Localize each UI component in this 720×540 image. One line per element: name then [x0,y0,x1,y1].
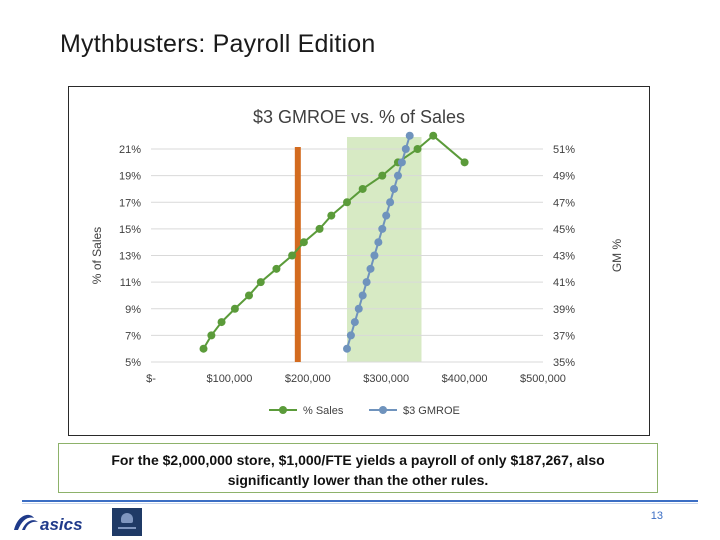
callout-box: For the $2,000,000 store, $1,000/FTE yie… [58,443,658,493]
brand-text: asics [40,515,83,534]
footer-rule [22,500,698,502]
x-tick-label: $100,000 [206,373,252,385]
data-point [354,304,363,313]
data-point [358,291,367,300]
data-point [343,344,351,353]
data-point [346,331,355,340]
data-point [327,211,336,220]
y2-tick-label: 43% [553,251,575,263]
data-point [413,145,422,153]
data-point [272,264,281,273]
data-point [393,171,402,180]
y2-tick-label: 35% [553,357,575,369]
data-point [217,318,226,327]
data-point [245,291,253,300]
data-point [256,278,265,287]
data-point [230,304,239,313]
y-tick-label: 15% [119,224,141,236]
data-point [386,198,395,207]
legend-label: $3 GMROE [403,405,460,417]
asics-logo: asics [14,514,83,534]
data-point [405,131,414,140]
x-tick-label: $500,000 [520,373,566,385]
y-tick-label: 17% [119,197,141,209]
x-tick-label: $300,000 [363,373,409,385]
data-point [315,224,324,233]
data-point [460,158,469,167]
y2-tick-label: 47% [553,197,575,209]
chart-title: $3 GMROE vs. % of Sales [253,107,465,127]
y2-tick-label: 45% [553,224,575,236]
y-tick-label: 5% [125,357,141,369]
data-point [343,198,351,207]
legend-label: % Sales [303,405,344,417]
y2-tick-label: 51% [553,144,575,156]
data-point [378,224,387,233]
data-point [374,238,383,247]
partner-logo [112,508,142,536]
data-point [299,238,308,247]
y2-tick-label: 39% [553,304,575,316]
y-tick-label: 13% [119,251,141,263]
data-point [382,211,391,220]
page-title: Mythbusters: Payroll Edition [60,30,376,58]
data-point [362,278,371,287]
data-point [378,171,387,180]
data-point [397,158,406,167]
x-tick-label: $200,000 [285,373,331,385]
data-point [370,251,379,260]
series-line [202,134,466,350]
y2-tick-label: 41% [553,277,575,289]
chart-svg: $3 GMROE vs. % of Sales 5% 35% 7% 37% 9% 39% 11… [90,107,624,417]
y2-axis-label: GM % [610,239,624,273]
y-axis-label: % of Sales [90,227,104,284]
data-point [366,264,375,273]
crest-icon [121,513,133,523]
x-tick-label: $400,000 [442,373,488,385]
data-point [350,318,359,327]
data-point [390,184,399,193]
data-point [288,251,297,260]
footer-rule-thin [22,503,698,504]
y-tick-label: 21% [119,144,141,156]
y2-tick-label: 37% [553,330,575,342]
data-point [207,331,216,340]
page-number: 13 [650,510,663,522]
payroll-marker-line [294,147,301,362]
legend-marker [379,406,387,414]
y-tick-label: 7% [125,330,141,342]
y2-tick-label: 49% [553,171,575,183]
y-tick-label: 9% [125,304,141,316]
data-point [429,131,438,140]
data-point [401,145,410,153]
y-tick-label: 19% [119,171,141,183]
data-point [358,184,367,193]
x-tick-label: $- [146,373,156,385]
y-tick-label: 11% [120,277,141,289]
callout-text: For the $2,000,000 store, $1,000/FTE yie… [111,452,605,488]
data-point [199,344,208,353]
chart-frame: $3 GMROE vs. % of Sales 5% 35% 7% 37% 9% 39% 11… [68,86,650,436]
highlight-band [347,137,422,362]
legend-marker [279,406,287,414]
